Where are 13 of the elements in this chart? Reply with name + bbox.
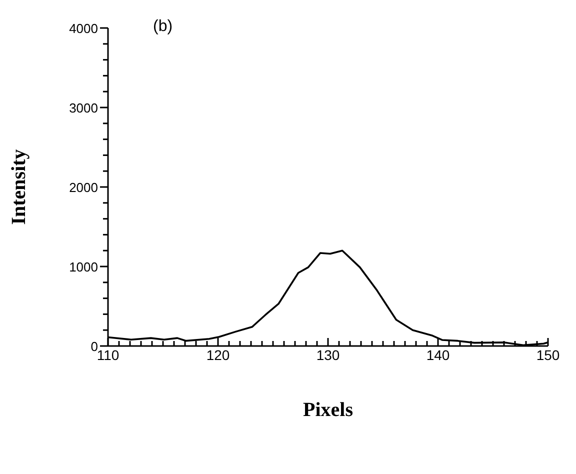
x-tick-label: 110 [96, 347, 120, 363]
x-tick-label: 140 [426, 347, 450, 363]
y-tick-label: 4000 [69, 21, 98, 36]
y-tick-label: 3000 [69, 100, 98, 116]
annotation: (b) [153, 18, 173, 36]
y-axis-title: Intensity [8, 149, 30, 225]
x-tick-label: 150 [536, 347, 560, 363]
x-tick-label: 130 [316, 347, 340, 363]
y-tick-label: 0 [90, 339, 98, 354]
y-tick-label: 2000 [69, 180, 98, 195]
x-tick-label: 120 [206, 347, 230, 363]
y-tick-label: 1000 [69, 260, 98, 274]
x-axis-title: Pixels [303, 399, 354, 421]
